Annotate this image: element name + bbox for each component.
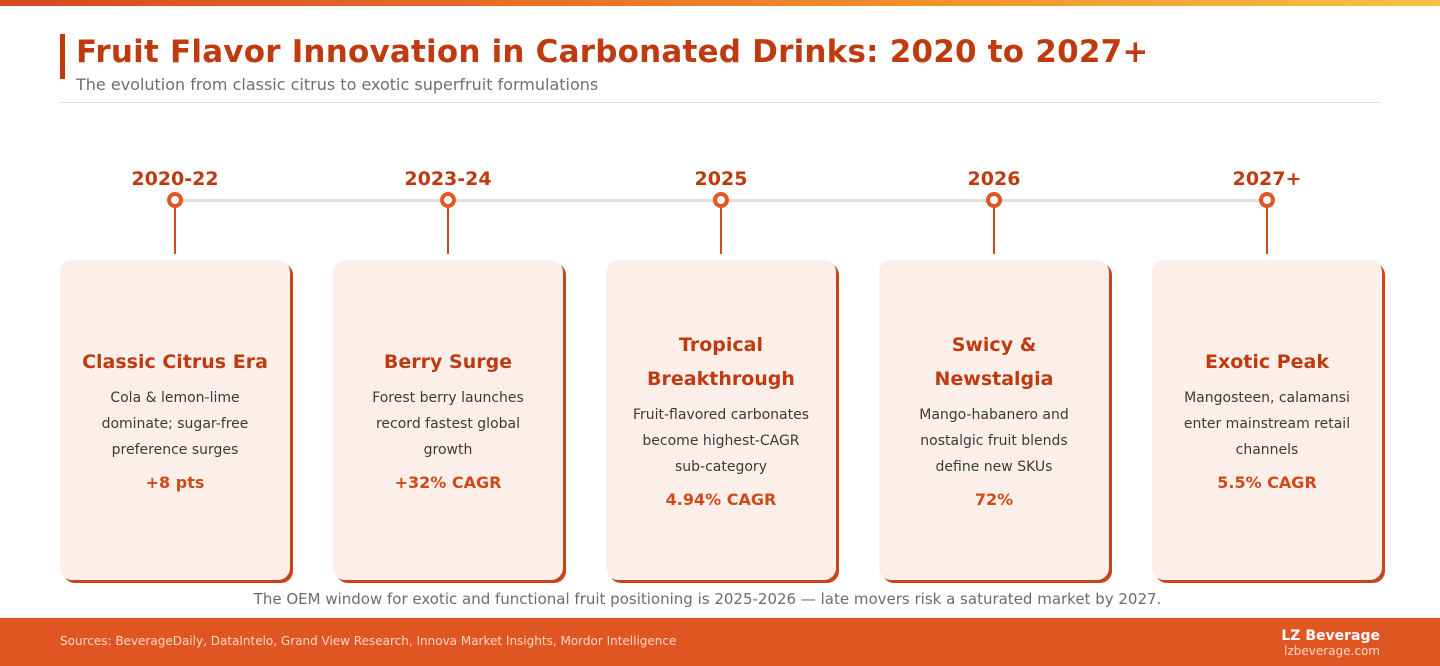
page-title: Fruit Flavor Innovation in Carbonated Dr… (76, 34, 1149, 70)
stage-metric: 4.94% CAGR (665, 490, 777, 509)
stage-description-line: enter mainstream retail (1183, 416, 1351, 432)
top-accent-bar (0, 0, 1440, 6)
footnote: The OEM window for exotic and functional… (253, 590, 1162, 608)
footer-bar: Sources: BeverageDaily, DataIntelo, Gran… (0, 618, 1440, 666)
stage-description-line: Forest berry launches (372, 390, 524, 406)
stage-title-line: Berry Surge (383, 351, 513, 373)
node-connector (993, 208, 995, 254)
stage-description-line: Fruit-flavored carbonates (632, 407, 810, 423)
stage-description-line: sub-category (675, 459, 767, 475)
brand-name: LZ Beverage (1281, 628, 1380, 644)
timeline-stage: 2025 Tropical Breakthrough Fruit-flavore… (606, 0, 836, 580)
stage-year: 2027+ (1232, 168, 1302, 190)
stage-metric: +8 pts (145, 473, 205, 492)
stage-title-line: Tropical (678, 334, 763, 356)
stage-title-line: Newstalgia (934, 368, 1054, 390)
stage-description-line: Mangosteen, calamansi (1184, 390, 1350, 406)
stage-year: 2023-24 (404, 168, 492, 190)
stage-title: Swicy & Newstalgia (934, 328, 1053, 396)
stage-description: Fruit-flavored carbonates become highest… (633, 402, 809, 480)
timeline-stage: 2026 Swicy & Newstalgia Mango-habanero a… (879, 0, 1109, 580)
timeline-stage: 2027+ Exotic Peak Mangosteen, calamansi … (1152, 0, 1382, 580)
stage-title: Classic Citrus Era (82, 345, 268, 379)
stage-year: 2020-22 (131, 168, 219, 190)
stage-title-line: Classic Citrus Era (82, 351, 268, 373)
title-accent-bar (60, 34, 65, 79)
brand-block: LZ Beverage lzbeverage.com (1281, 628, 1380, 659)
stage-year: 2025 (694, 168, 748, 190)
stage-description: Mango-habanero and nostalgic fruit blend… (919, 402, 1069, 480)
stage-card: Tropical Breakthrough Fruit-flavored car… (606, 260, 836, 580)
stage-description-line: channels (1235, 442, 1299, 458)
sources-text: Sources: BeverageDaily, DataIntelo, Gran… (60, 634, 677, 648)
stage-title-line: Swicy & (951, 334, 1037, 356)
node-connector (1266, 208, 1268, 254)
timeline-stage: 2023-24 Berry Surge Forest berry launche… (333, 0, 563, 580)
stage-description: Forest berry launches record fastest glo… (372, 385, 524, 463)
node-connector (720, 208, 722, 254)
stage-metric: +32% CAGR (394, 473, 502, 492)
stage-card: Classic Citrus Era Cola & lemon-lime dom… (60, 260, 290, 580)
timeline-node (1259, 192, 1275, 208)
stage-description-line: nostalgic fruit blends (920, 433, 1068, 449)
stage-title: Tropical Breakthrough (647, 328, 795, 396)
stage-description-line: Cola & lemon-lime (110, 390, 240, 406)
stage-title-line: Breakthrough (647, 368, 795, 390)
timeline-node (167, 192, 183, 208)
stage-metric: 72% (974, 490, 1014, 509)
stage-title: Exotic Peak (1205, 345, 1329, 379)
stage-description-line: define new SKUs (935, 459, 1053, 475)
stage-description-line: Mango-habanero and (919, 407, 1069, 423)
stage-card: Exotic Peak Mangosteen, calamansi enter … (1152, 260, 1382, 580)
stage-title-line: Exotic Peak (1204, 351, 1330, 373)
stage-description-line: record fastest global (375, 416, 520, 432)
stage-year: 2026 (967, 168, 1021, 190)
stage-description-line: become highest-CAGR (642, 433, 800, 449)
stage-description-line: growth (423, 442, 473, 458)
brand-url: lzbeverage.com (1284, 644, 1380, 658)
stage-description: Cola & lemon-lime dominate; sugar-free p… (102, 385, 249, 463)
node-connector (174, 208, 176, 254)
stage-card: Berry Surge Forest berry launches record… (333, 260, 563, 580)
timeline-node (986, 192, 1002, 208)
stage-title: Berry Surge (384, 345, 512, 379)
timeline-node (440, 192, 456, 208)
stage-description-line: dominate; sugar-free (101, 416, 249, 432)
node-connector (447, 208, 449, 254)
stage-metric: 5.5% CAGR (1217, 473, 1317, 492)
timeline-stage: 2020-22 Classic Citrus Era Cola & lemon-… (60, 0, 290, 580)
stage-description-line: preference surges (111, 442, 239, 458)
page-subtitle: The evolution from classic citrus to exo… (76, 75, 599, 94)
header-divider (60, 102, 1380, 103)
stage-card: Swicy & Newstalgia Mango-habanero and no… (879, 260, 1109, 580)
timeline-node (713, 192, 729, 208)
stage-description: Mangosteen, calamansi enter mainstream r… (1184, 385, 1350, 463)
